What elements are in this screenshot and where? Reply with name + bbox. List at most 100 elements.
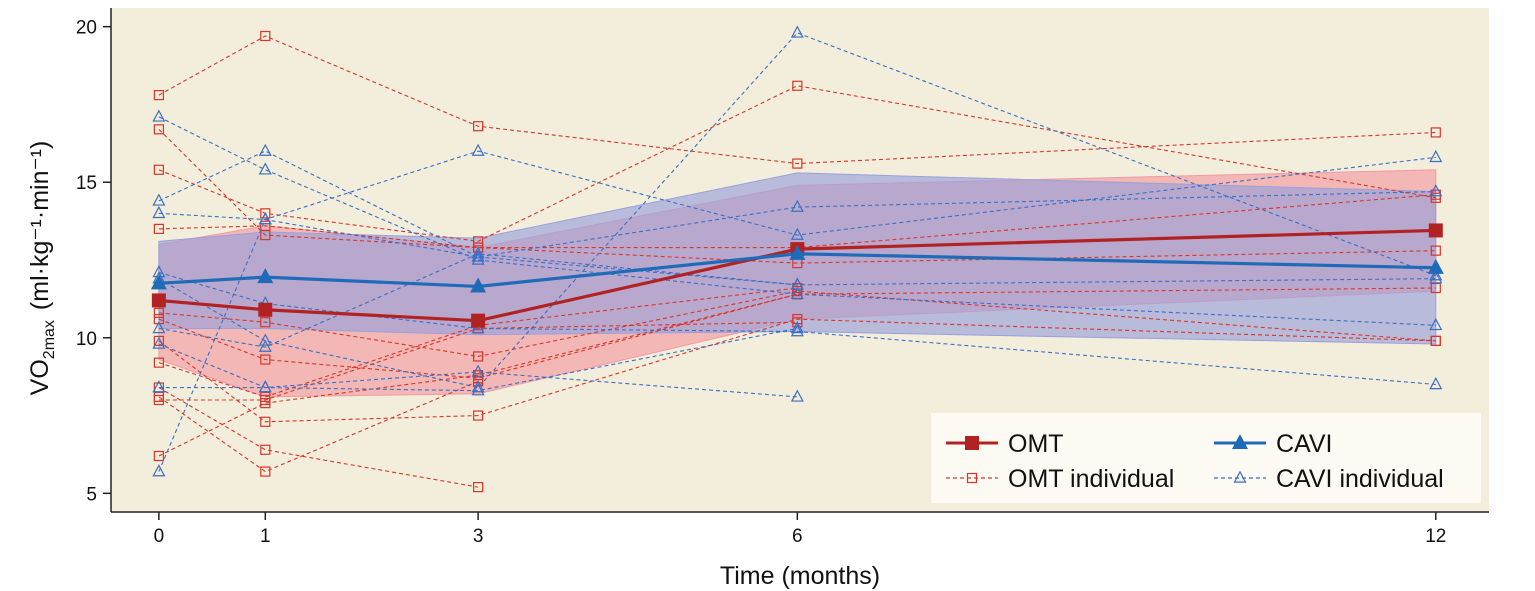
omt-individual-point (260, 444, 271, 455)
omt-mean-point (471, 313, 486, 328)
omt-individual-point (260, 30, 271, 42)
omt-individual-point (1430, 282, 1441, 294)
cavi-mean-point (789, 244, 806, 260)
cavi-individual-line (158, 218, 798, 472)
omt-individual-point (473, 376, 484, 387)
omt-individual-point (473, 236, 484, 247)
cavi-individual-point (1429, 377, 1443, 390)
x-tick-label: 6 (792, 526, 803, 547)
omt-individual-point (153, 335, 164, 346)
cavi-individual-point (790, 277, 804, 290)
omt-individual-point (473, 482, 484, 493)
cavi-individual-point (790, 324, 804, 337)
tick-group: 0 1 3 6 12 5 10 15 20 (76, 18, 1447, 547)
cavi-individual-line (158, 116, 1436, 326)
omt-individual-point (792, 158, 803, 169)
omt-individual-point (1430, 335, 1441, 346)
individual-lines (152, 25, 1443, 493)
cavi-individual-line (158, 327, 798, 392)
cavi-individual-point (1429, 184, 1443, 197)
mean-lines (150, 223, 1444, 328)
omt-individual-point (473, 351, 484, 362)
x-tick-label: 12 (1425, 526, 1446, 547)
cavi-individual-point (790, 389, 804, 402)
cavi-individual-point (258, 339, 272, 352)
legend-label-omt: OMT (1008, 430, 1064, 458)
omt-individual-point (1430, 245, 1441, 256)
y-tick-label: 20 (76, 18, 97, 39)
legend-marker-omt_individual (966, 472, 978, 484)
cavi-individual-point (471, 383, 485, 396)
cavi-individual-point (790, 199, 804, 212)
x-tick-label: 0 (154, 526, 165, 547)
omt-individual-line (158, 194, 1436, 249)
cavi-mean-point (470, 277, 487, 293)
cavi-individual-line (158, 32, 1436, 389)
cavi-individual-point (152, 380, 166, 393)
y-tick-label: 5 (86, 484, 97, 505)
omt-individual-point (792, 80, 803, 91)
x-tick-label: 3 (473, 526, 484, 547)
legend-marker-cavi (1232, 434, 1248, 450)
legend-label-omt_individual: OMT individual (1008, 465, 1174, 493)
cavi-individual-point (258, 380, 272, 393)
y-axis-title-unit: (ml·kg⁻¹·min⁻¹) (26, 141, 54, 310)
cavi-individual-point (1429, 317, 1443, 331)
axes (110, 8, 1489, 513)
omt-individual-point (260, 354, 271, 365)
cavi-individual-point (152, 193, 166, 206)
legend-marker-cavi_individual (1233, 470, 1247, 483)
omt-individual-line (158, 287, 1436, 379)
omt-individual-point (153, 124, 164, 135)
omt-individual-point (260, 208, 271, 219)
cavi-individual-point (258, 162, 272, 175)
omt-mean-point (1428, 223, 1443, 238)
omt-mean-point (258, 302, 273, 317)
cavi-individual-point (471, 249, 485, 262)
omt-individual-point (153, 450, 164, 462)
omt-individual-point (260, 416, 271, 427)
omt-individual-point (153, 307, 164, 318)
omt-individual-point (260, 398, 271, 409)
cavi-individual-point (790, 227, 804, 240)
legend-label-cavi: CAVI (1276, 430, 1333, 458)
y-axis-title-base: VO (26, 359, 54, 395)
legend-box (931, 413, 1481, 503)
cavi-individual-line (158, 253, 1436, 348)
omt-individual-point (153, 90, 164, 101)
y-tick-label: 10 (76, 329, 97, 350)
omt-individual-point (153, 223, 164, 234)
omt-individual-line (158, 35, 1436, 165)
cavi-individual-point (258, 212, 272, 225)
omt-individual-line (158, 290, 1436, 358)
cavi-individual-point (471, 246, 485, 259)
cavi-individual-point (790, 286, 804, 299)
omt-individual-point (153, 394, 164, 406)
omt-individual-line (158, 85, 1436, 242)
cavi-individual-line (158, 343, 798, 398)
cavi-individual-point (152, 336, 166, 349)
omt-individual-point (473, 121, 484, 132)
cavi-mean-point (1427, 258, 1444, 274)
cavi-individual-point (1429, 268, 1443, 281)
omt-individual-point (1430, 127, 1441, 138)
omt-individual-point (260, 466, 271, 477)
cavi-mean-point (150, 274, 167, 290)
legend-marker-omt (965, 436, 979, 450)
omt-individual-point (473, 410, 484, 421)
y-axis-title: VO2max (ml·kg⁻¹·min⁻¹) (26, 141, 58, 396)
cavi-individual-line (158, 150, 1436, 236)
cavi-individual-point (790, 321, 804, 334)
omt-individual-line (158, 380, 479, 473)
omt-individual-point (473, 242, 484, 253)
x-tick-label: 1 (260, 526, 271, 547)
legend: OMT CAVI OMT individual CAVI individual (931, 413, 1481, 503)
cavi-individual-point (258, 333, 272, 346)
omt-individual-point (153, 357, 164, 368)
omt-individual-line (158, 318, 1436, 423)
omt-individual-line (158, 387, 479, 488)
cavi-individual-line (158, 150, 1436, 258)
cavi-individual-point (152, 109, 166, 122)
omt-individual-point (260, 317, 271, 328)
cavi-individual-point (471, 364, 485, 377)
